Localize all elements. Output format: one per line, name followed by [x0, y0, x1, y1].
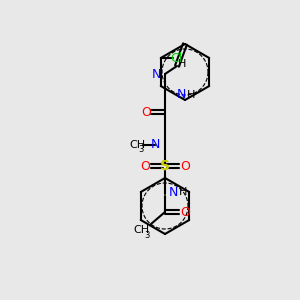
Text: O: O: [180, 206, 190, 218]
Text: CH: CH: [133, 225, 149, 235]
Text: S: S: [160, 159, 170, 173]
Text: H: H: [178, 59, 186, 69]
Text: O: O: [141, 106, 151, 118]
Text: Cl: Cl: [171, 52, 183, 64]
Text: N: N: [152, 68, 161, 80]
Text: H: H: [179, 187, 187, 197]
Text: CH: CH: [129, 140, 145, 150]
Text: 3: 3: [144, 232, 150, 241]
Text: O: O: [180, 160, 190, 172]
Text: O: O: [140, 160, 150, 172]
Text: H: H: [187, 90, 195, 100]
Text: N: N: [168, 185, 178, 199]
Text: N: N: [177, 88, 186, 101]
Text: 3: 3: [138, 145, 144, 154]
Text: N: N: [150, 139, 160, 152]
